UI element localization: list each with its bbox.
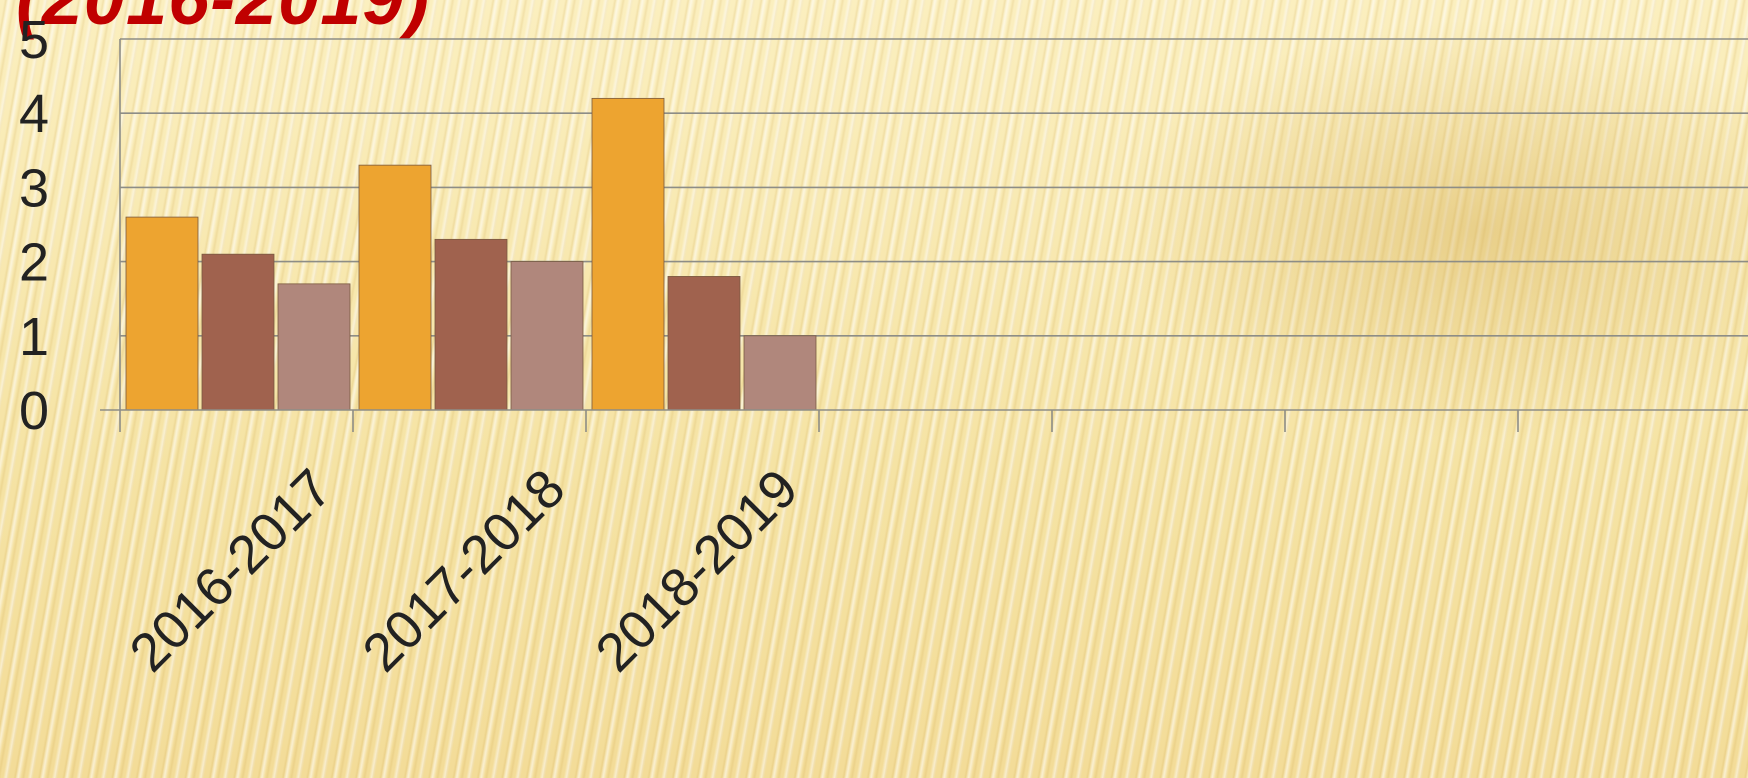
bar: [667, 276, 741, 411]
y-tick-label: 5: [19, 10, 49, 70]
bar: [201, 253, 275, 411]
axes: [100, 39, 1748, 432]
y-tick-label: 4: [19, 84, 49, 144]
bar: [358, 164, 432, 411]
x-tick-labels: 2016-2017 2017-2018 2018-2019: [118, 458, 809, 683]
y-tick-label: 2: [19, 233, 49, 293]
y-tick-label: 1: [19, 307, 49, 367]
y-tick-labels: 0 1 2 3 4 5: [19, 10, 49, 441]
y-tick-label: 0: [19, 381, 49, 441]
bar: [277, 283, 351, 411]
bar: [591, 97, 665, 411]
y-tick-label: 3: [19, 158, 49, 218]
x-tick-label: 2016-2017: [118, 458, 343, 683]
x-tick-label: 2017-2018: [351, 458, 576, 683]
x-tick-label: 2018-2019: [584, 458, 809, 683]
bar: [510, 261, 584, 411]
slide-title: (2016-2019): [16, 0, 430, 41]
bar: [743, 335, 817, 411]
bar: [434, 238, 508, 411]
bars: [125, 97, 817, 411]
bar: [125, 216, 199, 411]
